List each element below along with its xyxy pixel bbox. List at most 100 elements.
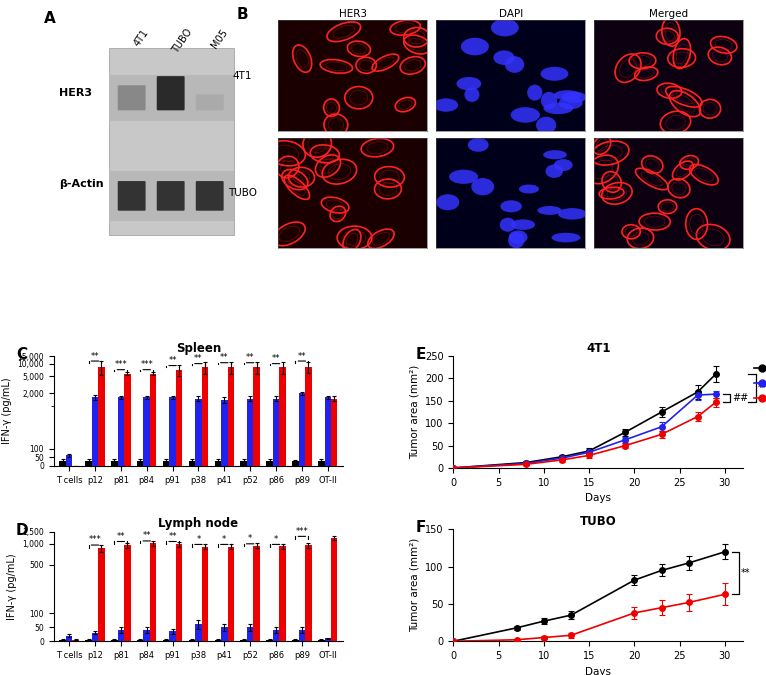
- FancyBboxPatch shape: [157, 181, 185, 211]
- Bar: [150, 374, 156, 466]
- Ellipse shape: [559, 97, 583, 109]
- Bar: [188, 460, 195, 466]
- Bar: [163, 640, 169, 641]
- Ellipse shape: [468, 138, 489, 152]
- Bar: [124, 374, 130, 466]
- Bar: [267, 460, 273, 466]
- FancyBboxPatch shape: [196, 95, 224, 110]
- Y-axis label: TUBO: TUBO: [228, 188, 257, 198]
- Ellipse shape: [493, 51, 515, 65]
- Title: TUBO: TUBO: [580, 515, 617, 529]
- FancyBboxPatch shape: [157, 76, 185, 110]
- FancyBboxPatch shape: [118, 85, 146, 110]
- Ellipse shape: [437, 194, 460, 211]
- Bar: [98, 367, 105, 466]
- Ellipse shape: [434, 99, 458, 112]
- Bar: [305, 367, 312, 466]
- Ellipse shape: [471, 178, 494, 195]
- Text: β-Actin: β-Actin: [59, 180, 104, 190]
- Text: ***: ***: [114, 360, 127, 369]
- Ellipse shape: [464, 87, 480, 102]
- Ellipse shape: [554, 159, 573, 171]
- Bar: [247, 399, 254, 466]
- FancyBboxPatch shape: [110, 75, 234, 121]
- Bar: [143, 398, 150, 466]
- Ellipse shape: [561, 92, 587, 103]
- Ellipse shape: [536, 117, 556, 134]
- Text: M05: M05: [210, 27, 230, 50]
- Bar: [214, 460, 221, 466]
- Text: **: **: [298, 352, 306, 360]
- FancyBboxPatch shape: [118, 181, 146, 211]
- Ellipse shape: [552, 233, 581, 242]
- Y-axis label: IFN-γ (pg/mL): IFN-γ (pg/mL): [2, 377, 11, 444]
- Bar: [143, 630, 150, 641]
- Text: ##: ##: [732, 393, 748, 403]
- Bar: [247, 627, 254, 641]
- Bar: [201, 367, 208, 466]
- Text: **: **: [90, 352, 100, 360]
- Text: TUBO: TUBO: [171, 27, 195, 55]
- Text: **: **: [272, 354, 280, 363]
- Text: **: **: [169, 532, 177, 541]
- Bar: [221, 400, 228, 466]
- Bar: [60, 460, 66, 466]
- Bar: [201, 547, 208, 641]
- Text: *: *: [248, 534, 252, 543]
- Text: E: E: [416, 347, 426, 362]
- Title: HER3: HER3: [339, 9, 367, 20]
- Text: A: A: [44, 11, 56, 26]
- Bar: [66, 636, 72, 641]
- Bar: [292, 640, 299, 641]
- Bar: [111, 460, 118, 466]
- Text: **: **: [142, 531, 151, 541]
- Bar: [273, 630, 280, 641]
- Bar: [163, 460, 169, 466]
- Bar: [176, 370, 182, 466]
- Bar: [280, 546, 286, 641]
- Bar: [254, 545, 260, 641]
- Bar: [66, 456, 72, 466]
- Ellipse shape: [491, 19, 519, 36]
- Text: D: D: [16, 523, 28, 538]
- Bar: [60, 640, 66, 641]
- Bar: [254, 367, 260, 466]
- Text: B: B: [237, 7, 248, 22]
- Text: ***: ***: [89, 535, 101, 545]
- Ellipse shape: [511, 219, 535, 230]
- Ellipse shape: [457, 77, 481, 90]
- Text: F: F: [416, 520, 426, 535]
- Text: C: C: [16, 348, 27, 362]
- Bar: [118, 630, 124, 641]
- Title: Spleen: Spleen: [176, 342, 221, 355]
- Ellipse shape: [509, 230, 528, 244]
- Bar: [150, 543, 156, 641]
- Bar: [273, 399, 280, 466]
- Text: **: **: [246, 353, 254, 362]
- Text: **: **: [169, 356, 177, 365]
- Bar: [228, 367, 234, 466]
- Bar: [72, 640, 79, 641]
- Bar: [137, 460, 143, 466]
- Bar: [124, 545, 130, 641]
- Y-axis label: 4T1: 4T1: [233, 71, 252, 80]
- Bar: [98, 548, 105, 641]
- Ellipse shape: [541, 92, 557, 109]
- Ellipse shape: [543, 150, 567, 159]
- Ellipse shape: [538, 206, 561, 215]
- Bar: [111, 640, 118, 641]
- Text: **: **: [116, 532, 125, 541]
- Bar: [241, 460, 247, 466]
- Bar: [195, 624, 201, 641]
- Ellipse shape: [545, 165, 563, 178]
- Bar: [318, 640, 325, 641]
- Bar: [92, 398, 98, 466]
- Bar: [221, 627, 228, 641]
- Bar: [241, 640, 247, 641]
- Legend: Control, Unpulsed DC, HER3-DC: Control, Unpulsed DC, HER3-DC: [754, 363, 766, 403]
- Text: **: **: [741, 568, 751, 578]
- Bar: [280, 367, 286, 466]
- Bar: [292, 462, 299, 466]
- Ellipse shape: [558, 208, 587, 219]
- Bar: [85, 460, 92, 466]
